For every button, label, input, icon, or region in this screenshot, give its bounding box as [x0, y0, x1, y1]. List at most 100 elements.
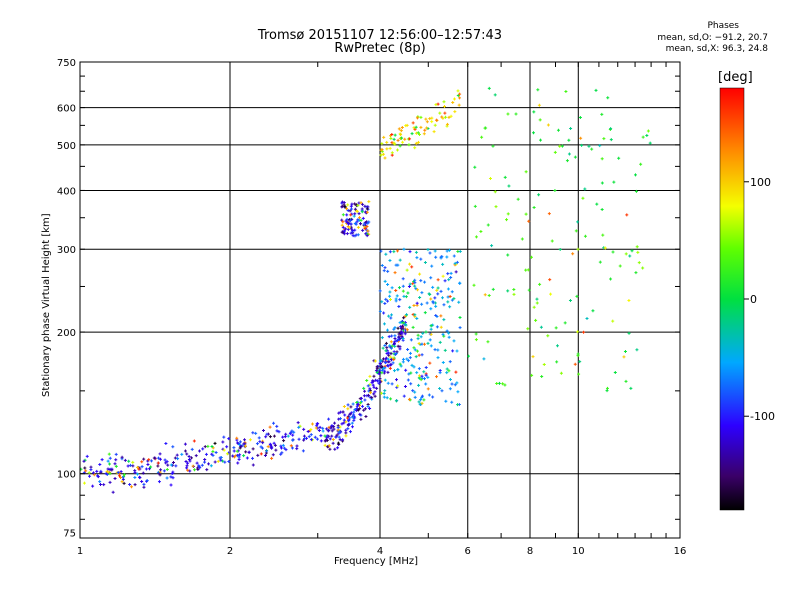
- data-point: [491, 287, 495, 291]
- data-point: [507, 184, 511, 188]
- data-point: [368, 387, 372, 391]
- data-point: [169, 463, 173, 467]
- data-point: [609, 138, 613, 142]
- data-point: [281, 443, 285, 447]
- data-point: [99, 482, 103, 486]
- data-point: [416, 288, 420, 292]
- data-point: [420, 291, 424, 295]
- data-point: [637, 261, 641, 265]
- data-point: [426, 248, 430, 252]
- data-point: [406, 359, 410, 363]
- data-point: [387, 335, 391, 339]
- data-point: [439, 325, 443, 329]
- data-point: [400, 334, 404, 338]
- data-point: [457, 103, 461, 107]
- data-point: [399, 331, 403, 335]
- data-point: [558, 144, 562, 148]
- data-point: [409, 371, 413, 375]
- data-point: [438, 368, 442, 372]
- data-point: [415, 371, 419, 375]
- data-point: [291, 433, 295, 437]
- data-point: [413, 146, 417, 150]
- y-tick-label: 200: [57, 328, 76, 339]
- data-point: [232, 449, 236, 453]
- data-point: [379, 153, 383, 157]
- data-point: [395, 350, 399, 354]
- x-tick-label: 2: [227, 546, 233, 557]
- data-point: [473, 165, 477, 169]
- data-point: [405, 328, 409, 332]
- data-point: [340, 218, 344, 222]
- data-point: [366, 205, 370, 209]
- data-point: [256, 453, 260, 457]
- data-point: [367, 200, 371, 204]
- data-point: [237, 455, 241, 459]
- data-point: [385, 140, 389, 144]
- data-point: [569, 126, 573, 130]
- data-point: [436, 102, 440, 106]
- data-point: [403, 137, 407, 141]
- data-point: [410, 265, 414, 269]
- data-point: [501, 382, 505, 386]
- data-point: [573, 362, 577, 366]
- data-point: [355, 409, 359, 413]
- data-point: [235, 441, 239, 445]
- data-point: [222, 448, 226, 452]
- data-point: [352, 413, 356, 417]
- data-point: [383, 378, 387, 382]
- data-point: [598, 144, 602, 148]
- data-point: [279, 446, 283, 450]
- data-point: [381, 346, 385, 350]
- data-point: [411, 325, 415, 329]
- data-point: [423, 280, 427, 284]
- data-point: [156, 461, 160, 465]
- data-point: [482, 357, 486, 361]
- data-point: [251, 463, 255, 467]
- data-point: [368, 374, 372, 378]
- data-point: [388, 259, 392, 263]
- data-point: [235, 436, 239, 440]
- data-point: [397, 127, 401, 131]
- data-point: [388, 146, 392, 150]
- data-point: [531, 355, 535, 359]
- data-point: [348, 430, 352, 434]
- data-point: [344, 227, 348, 231]
- data-point: [448, 295, 452, 299]
- data-point: [122, 473, 126, 477]
- data-point: [213, 460, 217, 464]
- data-point: [433, 348, 437, 352]
- data-point: [382, 311, 386, 315]
- data-point: [600, 112, 604, 116]
- data-point: [353, 212, 357, 216]
- data-point: [345, 232, 349, 236]
- data-point: [108, 456, 112, 460]
- data-point: [450, 298, 454, 302]
- data-point: [424, 117, 428, 121]
- data-point: [450, 290, 454, 294]
- data-point: [634, 189, 638, 193]
- data-point: [260, 446, 264, 450]
- data-point: [380, 391, 384, 395]
- data-point: [398, 258, 402, 262]
- data-point: [117, 474, 121, 478]
- data-point: [295, 444, 299, 448]
- data-point: [555, 344, 559, 348]
- data-point: [399, 129, 403, 133]
- data-point: [472, 283, 476, 287]
- data-point: [431, 395, 435, 399]
- data-point: [171, 476, 175, 480]
- data-point: [344, 219, 348, 223]
- data-point: [411, 282, 415, 286]
- data-point: [352, 410, 356, 414]
- data-point: [456, 403, 460, 407]
- x-tick-label: 6: [465, 546, 471, 557]
- data-point: [265, 449, 269, 453]
- data-point: [535, 301, 539, 305]
- data-point: [611, 319, 615, 323]
- data-point: [361, 216, 365, 220]
- data-point: [412, 126, 416, 130]
- data-point: [452, 254, 456, 258]
- data-point: [394, 352, 398, 356]
- data-point: [398, 362, 402, 366]
- data-point: [546, 334, 550, 338]
